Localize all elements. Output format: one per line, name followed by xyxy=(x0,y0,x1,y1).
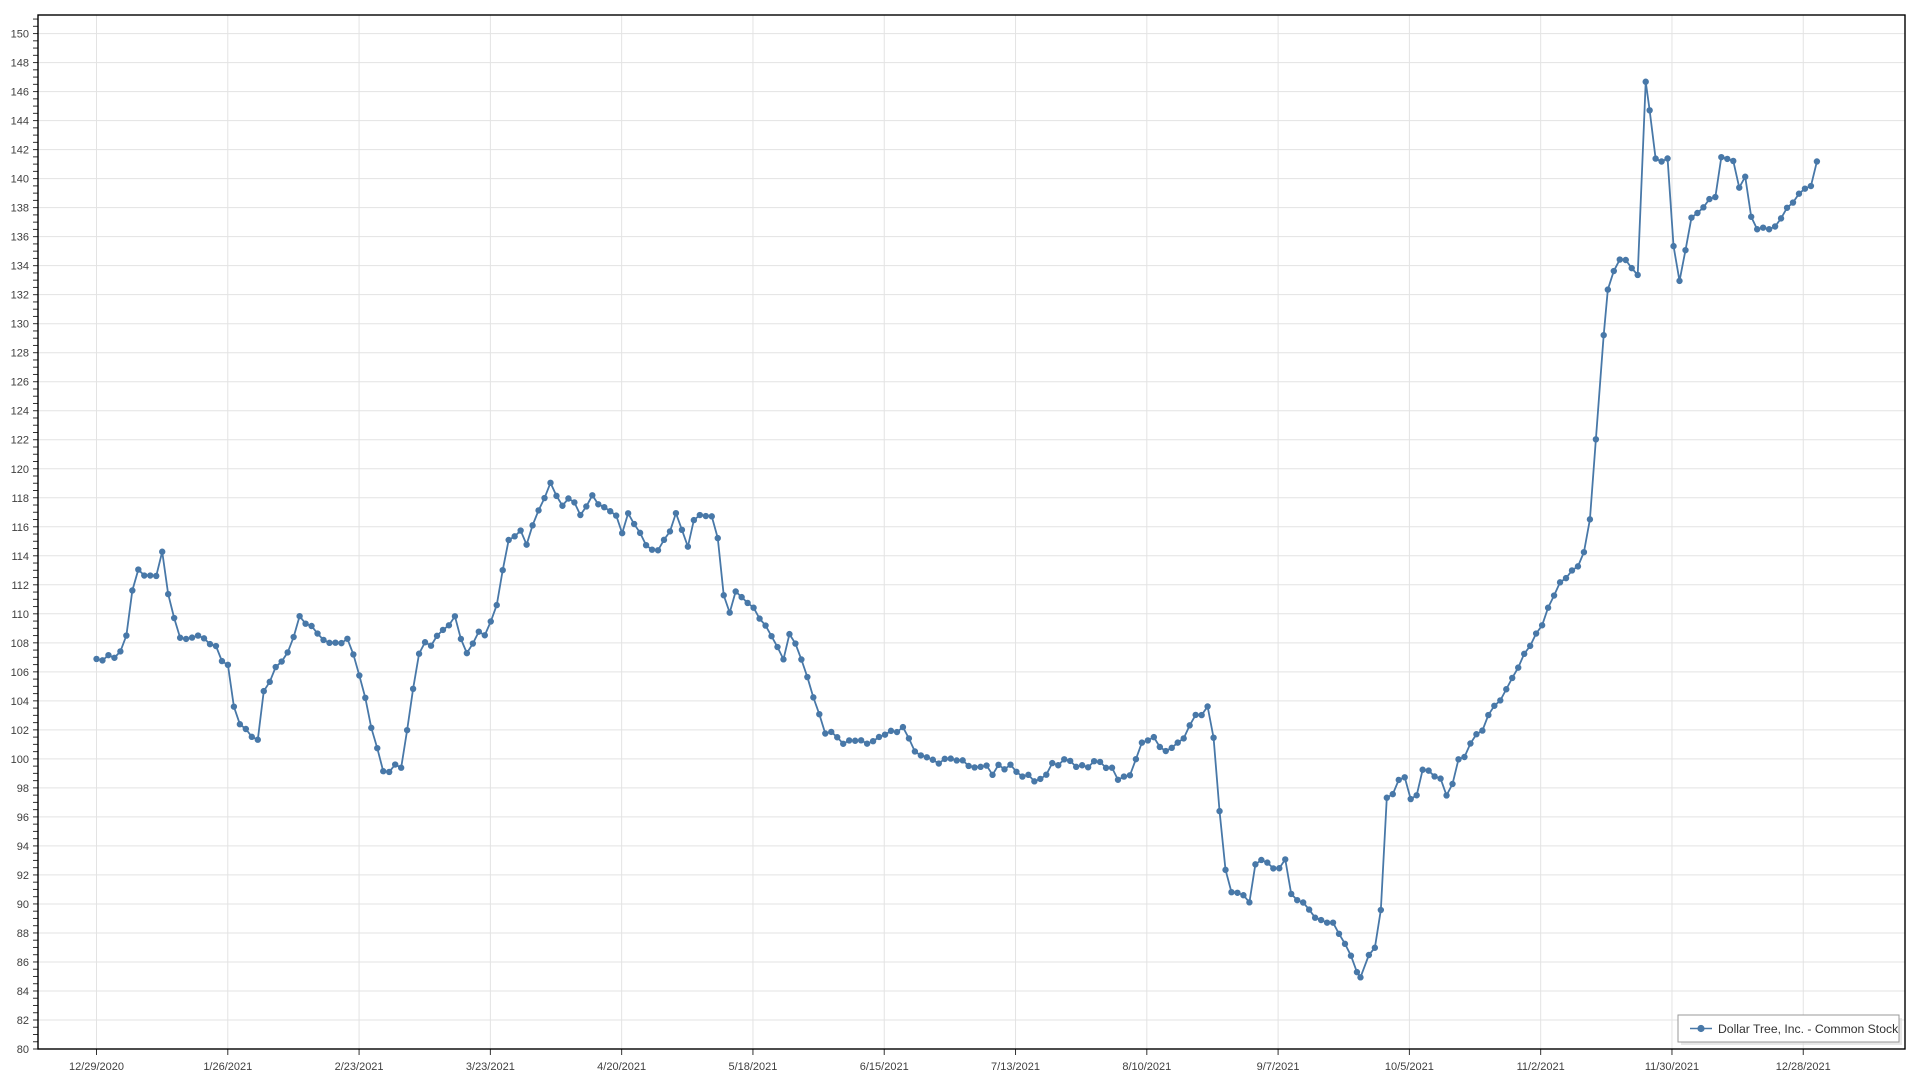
svg-text:4/20/2021: 4/20/2021 xyxy=(597,1061,646,1073)
svg-text:11/2/2021: 11/2/2021 xyxy=(1517,1061,1565,1073)
svg-text:2/23/2021: 2/23/2021 xyxy=(335,1061,384,1073)
svg-text:92: 92 xyxy=(17,870,29,882)
svg-text:130: 130 xyxy=(11,319,29,331)
svg-text:86: 86 xyxy=(17,957,29,969)
svg-text:114: 114 xyxy=(11,551,29,563)
svg-text:108: 108 xyxy=(11,638,29,650)
svg-text:88: 88 xyxy=(17,928,29,940)
svg-text:106: 106 xyxy=(11,667,29,679)
svg-text:100: 100 xyxy=(11,754,29,766)
svg-text:134: 134 xyxy=(11,261,29,273)
svg-text:140: 140 xyxy=(11,174,29,186)
svg-text:84: 84 xyxy=(17,986,29,998)
svg-text:Dollar Tree, Inc. - Common Sto: Dollar Tree, Inc. - Common Stock xyxy=(1718,1022,1899,1036)
svg-text:146: 146 xyxy=(11,87,29,99)
svg-text:118: 118 xyxy=(11,493,29,505)
svg-text:102: 102 xyxy=(11,725,29,737)
svg-text:116: 116 xyxy=(11,522,29,534)
svg-text:5/18/2021: 5/18/2021 xyxy=(728,1061,777,1073)
svg-text:9/7/2021: 9/7/2021 xyxy=(1257,1061,1300,1073)
svg-text:128: 128 xyxy=(11,348,29,360)
svg-text:120: 120 xyxy=(11,464,29,476)
svg-text:148: 148 xyxy=(11,58,29,70)
svg-text:122: 122 xyxy=(11,435,29,447)
svg-text:3/23/2021: 3/23/2021 xyxy=(466,1061,515,1073)
svg-text:112: 112 xyxy=(11,580,29,592)
svg-text:82: 82 xyxy=(17,1015,29,1027)
svg-text:11/30/2021: 11/30/2021 xyxy=(1645,1061,1699,1073)
svg-text:12/29/2020: 12/29/2020 xyxy=(69,1061,124,1073)
svg-text:12/28/2021: 12/28/2021 xyxy=(1776,1061,1831,1073)
svg-text:80: 80 xyxy=(17,1044,29,1056)
svg-text:124: 124 xyxy=(11,406,29,418)
svg-text:8/10/2021: 8/10/2021 xyxy=(1122,1061,1171,1073)
svg-text:90: 90 xyxy=(17,899,29,911)
svg-text:144: 144 xyxy=(11,116,29,128)
svg-text:132: 132 xyxy=(11,290,29,302)
svg-text:136: 136 xyxy=(11,232,29,244)
svg-text:98: 98 xyxy=(17,783,29,795)
svg-text:1/26/2021: 1/26/2021 xyxy=(203,1061,252,1073)
svg-text:150: 150 xyxy=(11,29,29,41)
svg-text:110: 110 xyxy=(11,609,29,621)
svg-text:7/13/2021: 7/13/2021 xyxy=(991,1061,1040,1073)
svg-text:104: 104 xyxy=(11,696,29,708)
svg-text:96: 96 xyxy=(17,812,29,824)
svg-text:138: 138 xyxy=(11,203,29,215)
svg-text:126: 126 xyxy=(11,377,29,389)
svg-text:10/5/2021: 10/5/2021 xyxy=(1385,1061,1434,1073)
svg-text:94: 94 xyxy=(17,841,29,853)
svg-text:142: 142 xyxy=(11,145,29,157)
svg-text:6/15/2021: 6/15/2021 xyxy=(860,1061,909,1073)
